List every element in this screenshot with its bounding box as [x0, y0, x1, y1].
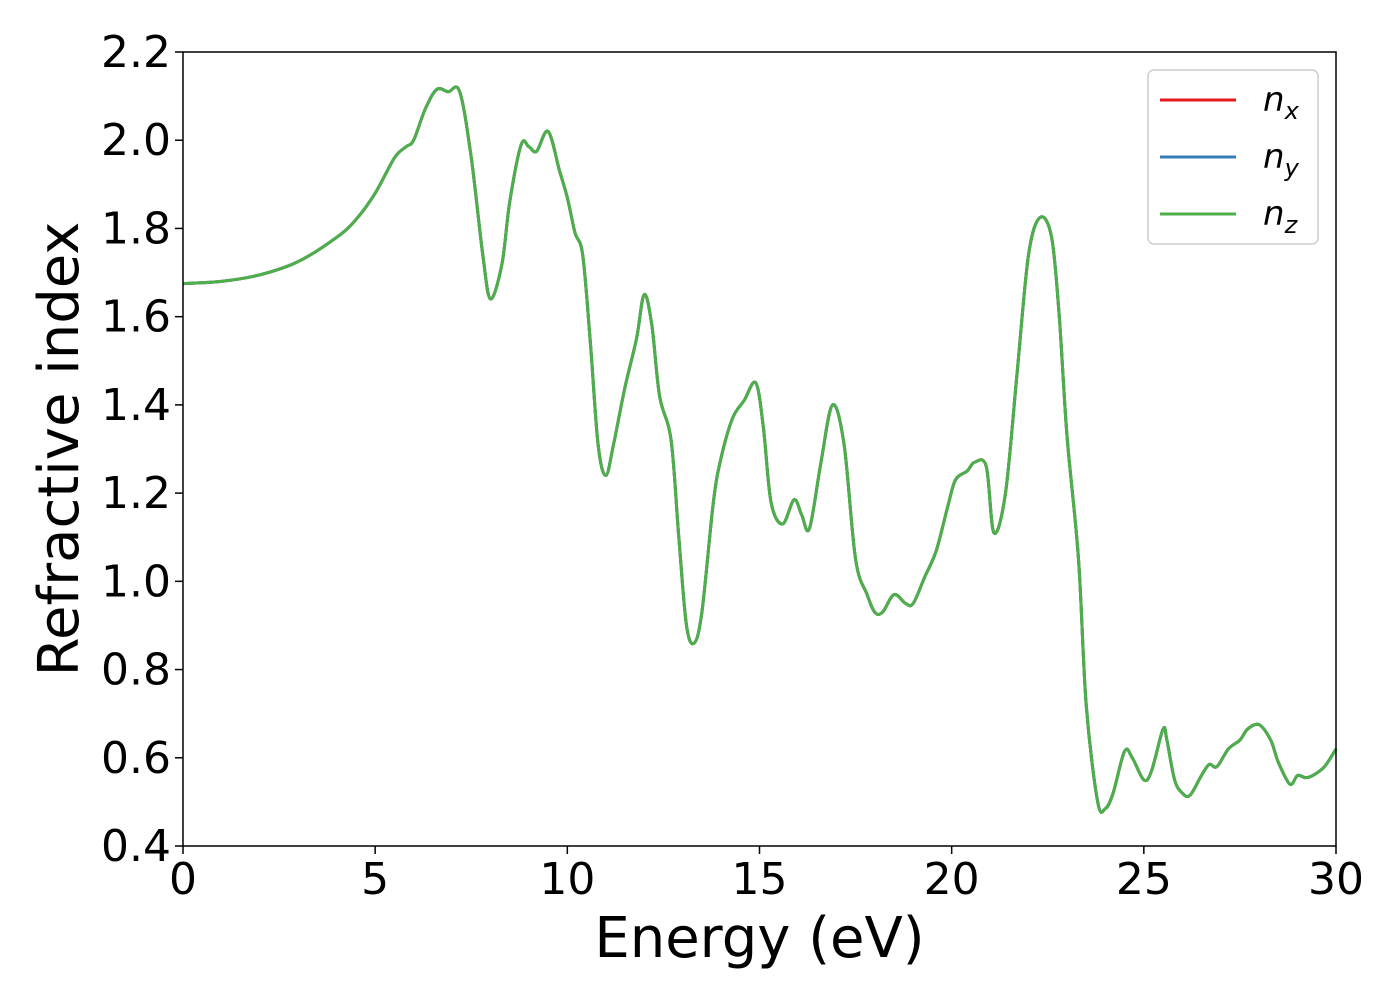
- legend-label-subscript: x: [1284, 97, 1300, 125]
- x-tick-label: 25: [1116, 854, 1172, 905]
- legend-label-subscript: z: [1284, 211, 1299, 239]
- y-tick-label: 2.2: [101, 27, 171, 78]
- legend-label-n_x: nx: [1263, 80, 1300, 125]
- x-tick-label: 10: [539, 854, 595, 905]
- legend-label-base: n: [1263, 137, 1285, 177]
- x-tick-label: 0: [169, 854, 197, 905]
- legend-label-base: n: [1263, 194, 1285, 234]
- y-tick-label: 0.6: [101, 733, 171, 784]
- y-tick-label: 0.8: [101, 645, 171, 696]
- y-tick-label: 1.8: [101, 203, 171, 254]
- legend-label-base: n: [1263, 80, 1285, 120]
- y-tick-label: 1.2: [101, 468, 171, 519]
- y-tick-label: 0.4: [101, 821, 171, 872]
- y-tick-label: 1.6: [101, 292, 171, 343]
- y-axis-ticks: 0.4 0.6 0.8 1.0 1.2 1.4 1.6 1.8 2.0 2.2: [101, 27, 183, 872]
- y-tick-label: 2.0: [101, 115, 171, 166]
- x-tick-label: 5: [361, 854, 389, 905]
- series-lines: [182, 85, 1338, 814]
- x-tick-label: 15: [732, 854, 788, 905]
- y-tick-label: 1.0: [101, 556, 171, 607]
- x-axis-title: Energy (eV): [594, 906, 924, 971]
- y-tick-label: 1.4: [101, 380, 171, 431]
- x-tick-label: 20: [924, 854, 980, 905]
- series-line-n_z: [182, 85, 1338, 814]
- legend-label-n_z: nz: [1263, 194, 1299, 239]
- legend-label-n_y: ny: [1263, 137, 1300, 182]
- x-axis-ticks: 0 5 10 15 20 25 30: [169, 846, 1364, 905]
- x-tick-label: 30: [1308, 854, 1364, 905]
- y-axis-title: Refractive index: [27, 222, 92, 677]
- legend-label-subscript: y: [1284, 154, 1300, 182]
